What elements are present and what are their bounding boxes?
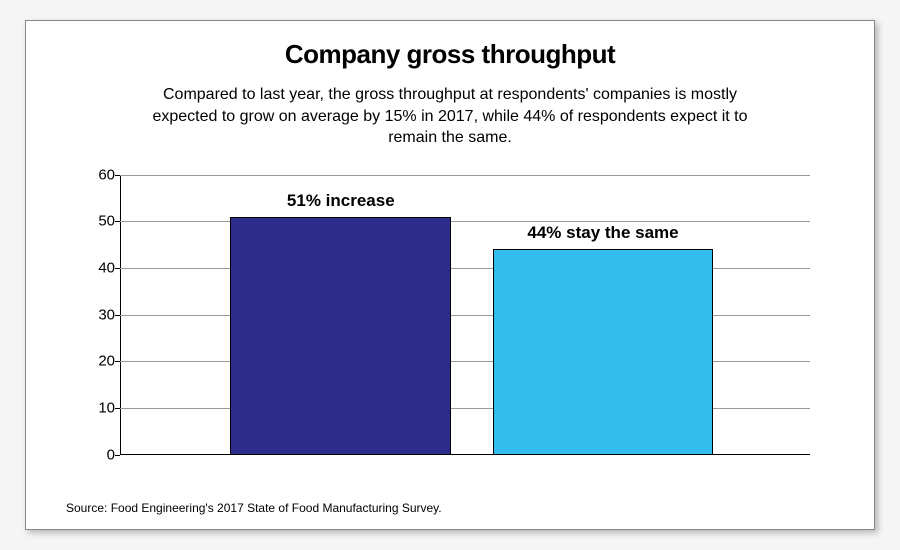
source-citation: Source: Food Engineering's 2017 State of… bbox=[66, 501, 442, 515]
y-tick-mark bbox=[115, 221, 120, 222]
grid-line bbox=[120, 221, 810, 222]
chart-area: 0 10 20 30 40 50 60 51% increase 44% stay the sa… bbox=[80, 165, 820, 475]
y-tick-label: 50 bbox=[85, 213, 115, 230]
chart-title: Company gross throughput bbox=[66, 39, 834, 70]
y-tick-label: 20 bbox=[85, 353, 115, 370]
bar bbox=[493, 249, 714, 454]
y-tick-mark bbox=[115, 175, 120, 176]
y-tick-label: 10 bbox=[85, 400, 115, 417]
y-tick-label: 30 bbox=[85, 306, 115, 323]
chart-card: Company gross throughput Compared to las… bbox=[25, 20, 875, 530]
y-tick-mark bbox=[115, 361, 120, 362]
y-tick-label: 40 bbox=[85, 260, 115, 277]
plot-region: 010203040506051% increase44% stay the sa… bbox=[120, 175, 810, 455]
y-tick-label: 60 bbox=[85, 166, 115, 183]
y-tick-mark bbox=[115, 408, 120, 409]
grid-line bbox=[120, 175, 810, 176]
y-tick-mark bbox=[115, 455, 120, 456]
chart-subtitle: Compared to last year, the gross through… bbox=[130, 84, 770, 149]
bar bbox=[230, 217, 451, 455]
y-tick-mark bbox=[115, 268, 120, 269]
bar-label: 44% stay the same bbox=[527, 223, 678, 243]
y-tick-mark bbox=[115, 315, 120, 316]
bar-label: 51% increase bbox=[287, 191, 395, 211]
y-tick-label: 0 bbox=[85, 446, 115, 463]
